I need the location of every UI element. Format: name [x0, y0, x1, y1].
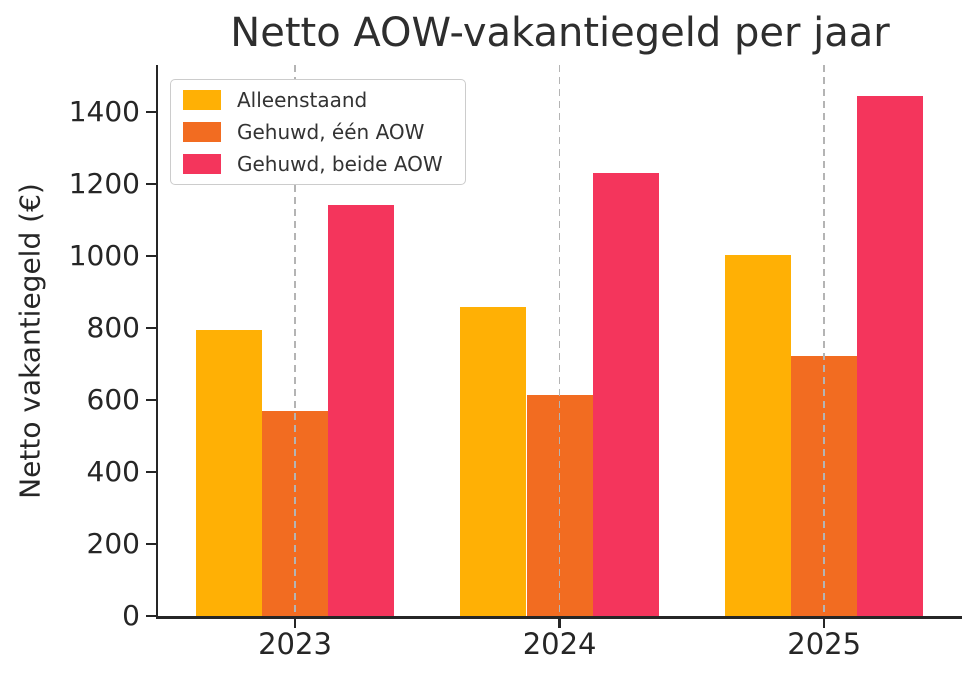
y-tick-label-400: 400: [86, 454, 140, 488]
bar-2025-gehuwd-beide-aow: [857, 95, 924, 616]
gridline-2025: [823, 65, 826, 616]
gridline-2023: [294, 65, 296, 616]
bar-2024-gehuwd-beide-aow: [592, 173, 659, 616]
bar-2025-alleenstaand: [724, 255, 792, 616]
y-tick-label-200: 200: [86, 526, 140, 560]
plot-area: [158, 65, 962, 616]
bar-2024-alleenstaand: [460, 307, 527, 616]
legend-item-gehuwd-een-aow: Gehuwd, één AOW: [183, 121, 443, 143]
x-tick-2025: [822, 618, 826, 628]
x-axis-line: [155, 616, 962, 619]
legend-label-alleenstaand: Alleenstaand: [237, 88, 368, 112]
gridline-2024: [558, 65, 561, 616]
bar-2023-alleenstaand: [195, 329, 262, 616]
x-tick-2023: [293, 618, 297, 628]
chart-title: Netto AOW-vakantiegeld per jaar: [230, 10, 890, 56]
y-tick-1400: [145, 110, 156, 114]
y-tick-label-1400: 1400: [68, 94, 140, 128]
x-tick-label-2023: 2023: [258, 627, 332, 661]
bar-2023-gehuwd-beide-aow: [328, 205, 395, 616]
legend: Alleenstaand Gehuwd, één AOW Gehuwd, beide…: [170, 79, 466, 185]
legend-swatch-alleenstaand: [183, 90, 221, 110]
x-tick-2024: [558, 618, 561, 628]
y-axis-line: [155, 65, 159, 619]
y-tick-0: [145, 614, 156, 618]
legend-swatch-gehuwd-een-aow: [183, 122, 221, 142]
y-tick-1200: [145, 182, 156, 186]
x-tick-label-2024: 2024: [522, 627, 597, 661]
y-tick-label-0: 0: [122, 599, 140, 632]
y-tick-label-800: 800: [86, 310, 140, 344]
y-tick-label-1000: 1000: [68, 238, 140, 272]
y-tick-200: [145, 542, 156, 546]
y-tick-label-1200: 1200: [68, 166, 140, 200]
y-tick-600: [145, 398, 156, 402]
legend-label-gehuwd-beide-aow: Gehuwd, beide AOW: [237, 152, 443, 176]
legend-item-gehuwd-beide-aow: Gehuwd, beide AOW: [183, 153, 443, 175]
y-tick-1000: [145, 254, 156, 258]
legend-swatch-gehuwd-beide-aow: [183, 154, 221, 174]
y-tick-800: [145, 326, 156, 330]
x-tick-label-2025: 2025: [787, 627, 862, 661]
y-tick-label-600: 600: [86, 382, 140, 416]
legend-label-gehuwd-een-aow: Gehuwd, één AOW: [237, 120, 425, 144]
legend-item-alleenstaand: Alleenstaand: [183, 89, 443, 111]
y-tick-400: [145, 470, 156, 474]
